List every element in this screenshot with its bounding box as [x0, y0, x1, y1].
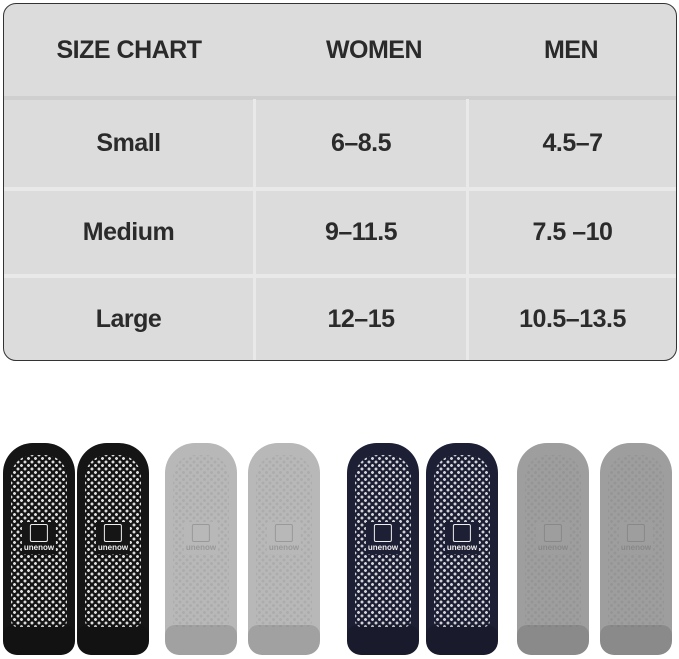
divider: [4, 96, 676, 100]
men-size: 7.5 –10: [532, 218, 613, 246]
size-label: Medium: [82, 218, 175, 246]
divider: [4, 187, 676, 191]
sock: unenow: [165, 443, 237, 655]
sock-heel: [248, 625, 320, 655]
brand-logo: unenow: [535, 522, 571, 555]
brand-logo: unenow: [21, 522, 57, 555]
sock: unenow: [77, 443, 149, 655]
divider: [466, 99, 469, 360]
header-women: WOMEN: [325, 35, 423, 64]
header-men: MEN: [543, 35, 599, 64]
sock-heel: [426, 625, 498, 655]
sock-heel: [347, 625, 419, 655]
sock-heel: [165, 625, 237, 655]
brand-logo: unenow: [95, 522, 131, 555]
size-label: Small: [96, 129, 161, 157]
sock: unenow: [517, 443, 589, 655]
brand-logo: unenow: [618, 522, 654, 555]
brand-logo: unenow: [183, 522, 219, 555]
men-size: 4.5–7: [542, 129, 603, 157]
sock-heel: [3, 625, 75, 655]
brand-logo: unenow: [365, 522, 401, 555]
men-size: 10.5–13.5: [519, 304, 626, 333]
women-size: 12–15: [327, 304, 395, 333]
sock-heel: [517, 625, 589, 655]
header-size-chart: SIZE CHART: [56, 35, 203, 64]
sock: unenow: [347, 443, 419, 655]
sock: unenow: [3, 443, 75, 655]
sock-heel: [600, 625, 672, 655]
brand-logo: unenow: [444, 522, 480, 555]
sock: unenow: [248, 443, 320, 655]
sock: unenow: [426, 443, 498, 655]
sock-heel: [77, 625, 149, 655]
divider: [4, 274, 676, 278]
sock: unenow: [600, 443, 672, 655]
women-size: 9–11.5: [324, 218, 398, 246]
divider: [253, 99, 256, 360]
brand-logo: unenow: [266, 522, 302, 555]
size-chart-table: SIZE CHART WOMEN MEN Small 6–8.5 4.5–7 M…: [3, 3, 677, 361]
women-size: 6–8.5: [330, 129, 392, 157]
size-label: Large: [95, 304, 162, 333]
